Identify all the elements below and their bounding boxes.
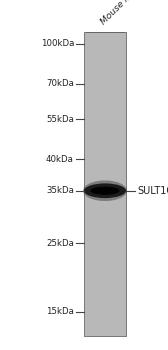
Text: SULT1C2: SULT1C2 (137, 186, 168, 196)
Text: 100kDa: 100kDa (40, 39, 74, 48)
Text: 35kDa: 35kDa (46, 186, 74, 195)
Text: 25kDa: 25kDa (46, 239, 74, 248)
Text: 40kDa: 40kDa (46, 155, 74, 164)
Ellipse shape (84, 183, 126, 198)
Text: 70kDa: 70kDa (46, 79, 74, 89)
Text: 15kDa: 15kDa (46, 307, 74, 316)
Bar (84, 32, 126, 336)
Ellipse shape (83, 181, 127, 201)
Text: Mouse liver: Mouse liver (99, 0, 142, 26)
Ellipse shape (90, 187, 120, 195)
Text: 55kDa: 55kDa (46, 114, 74, 124)
